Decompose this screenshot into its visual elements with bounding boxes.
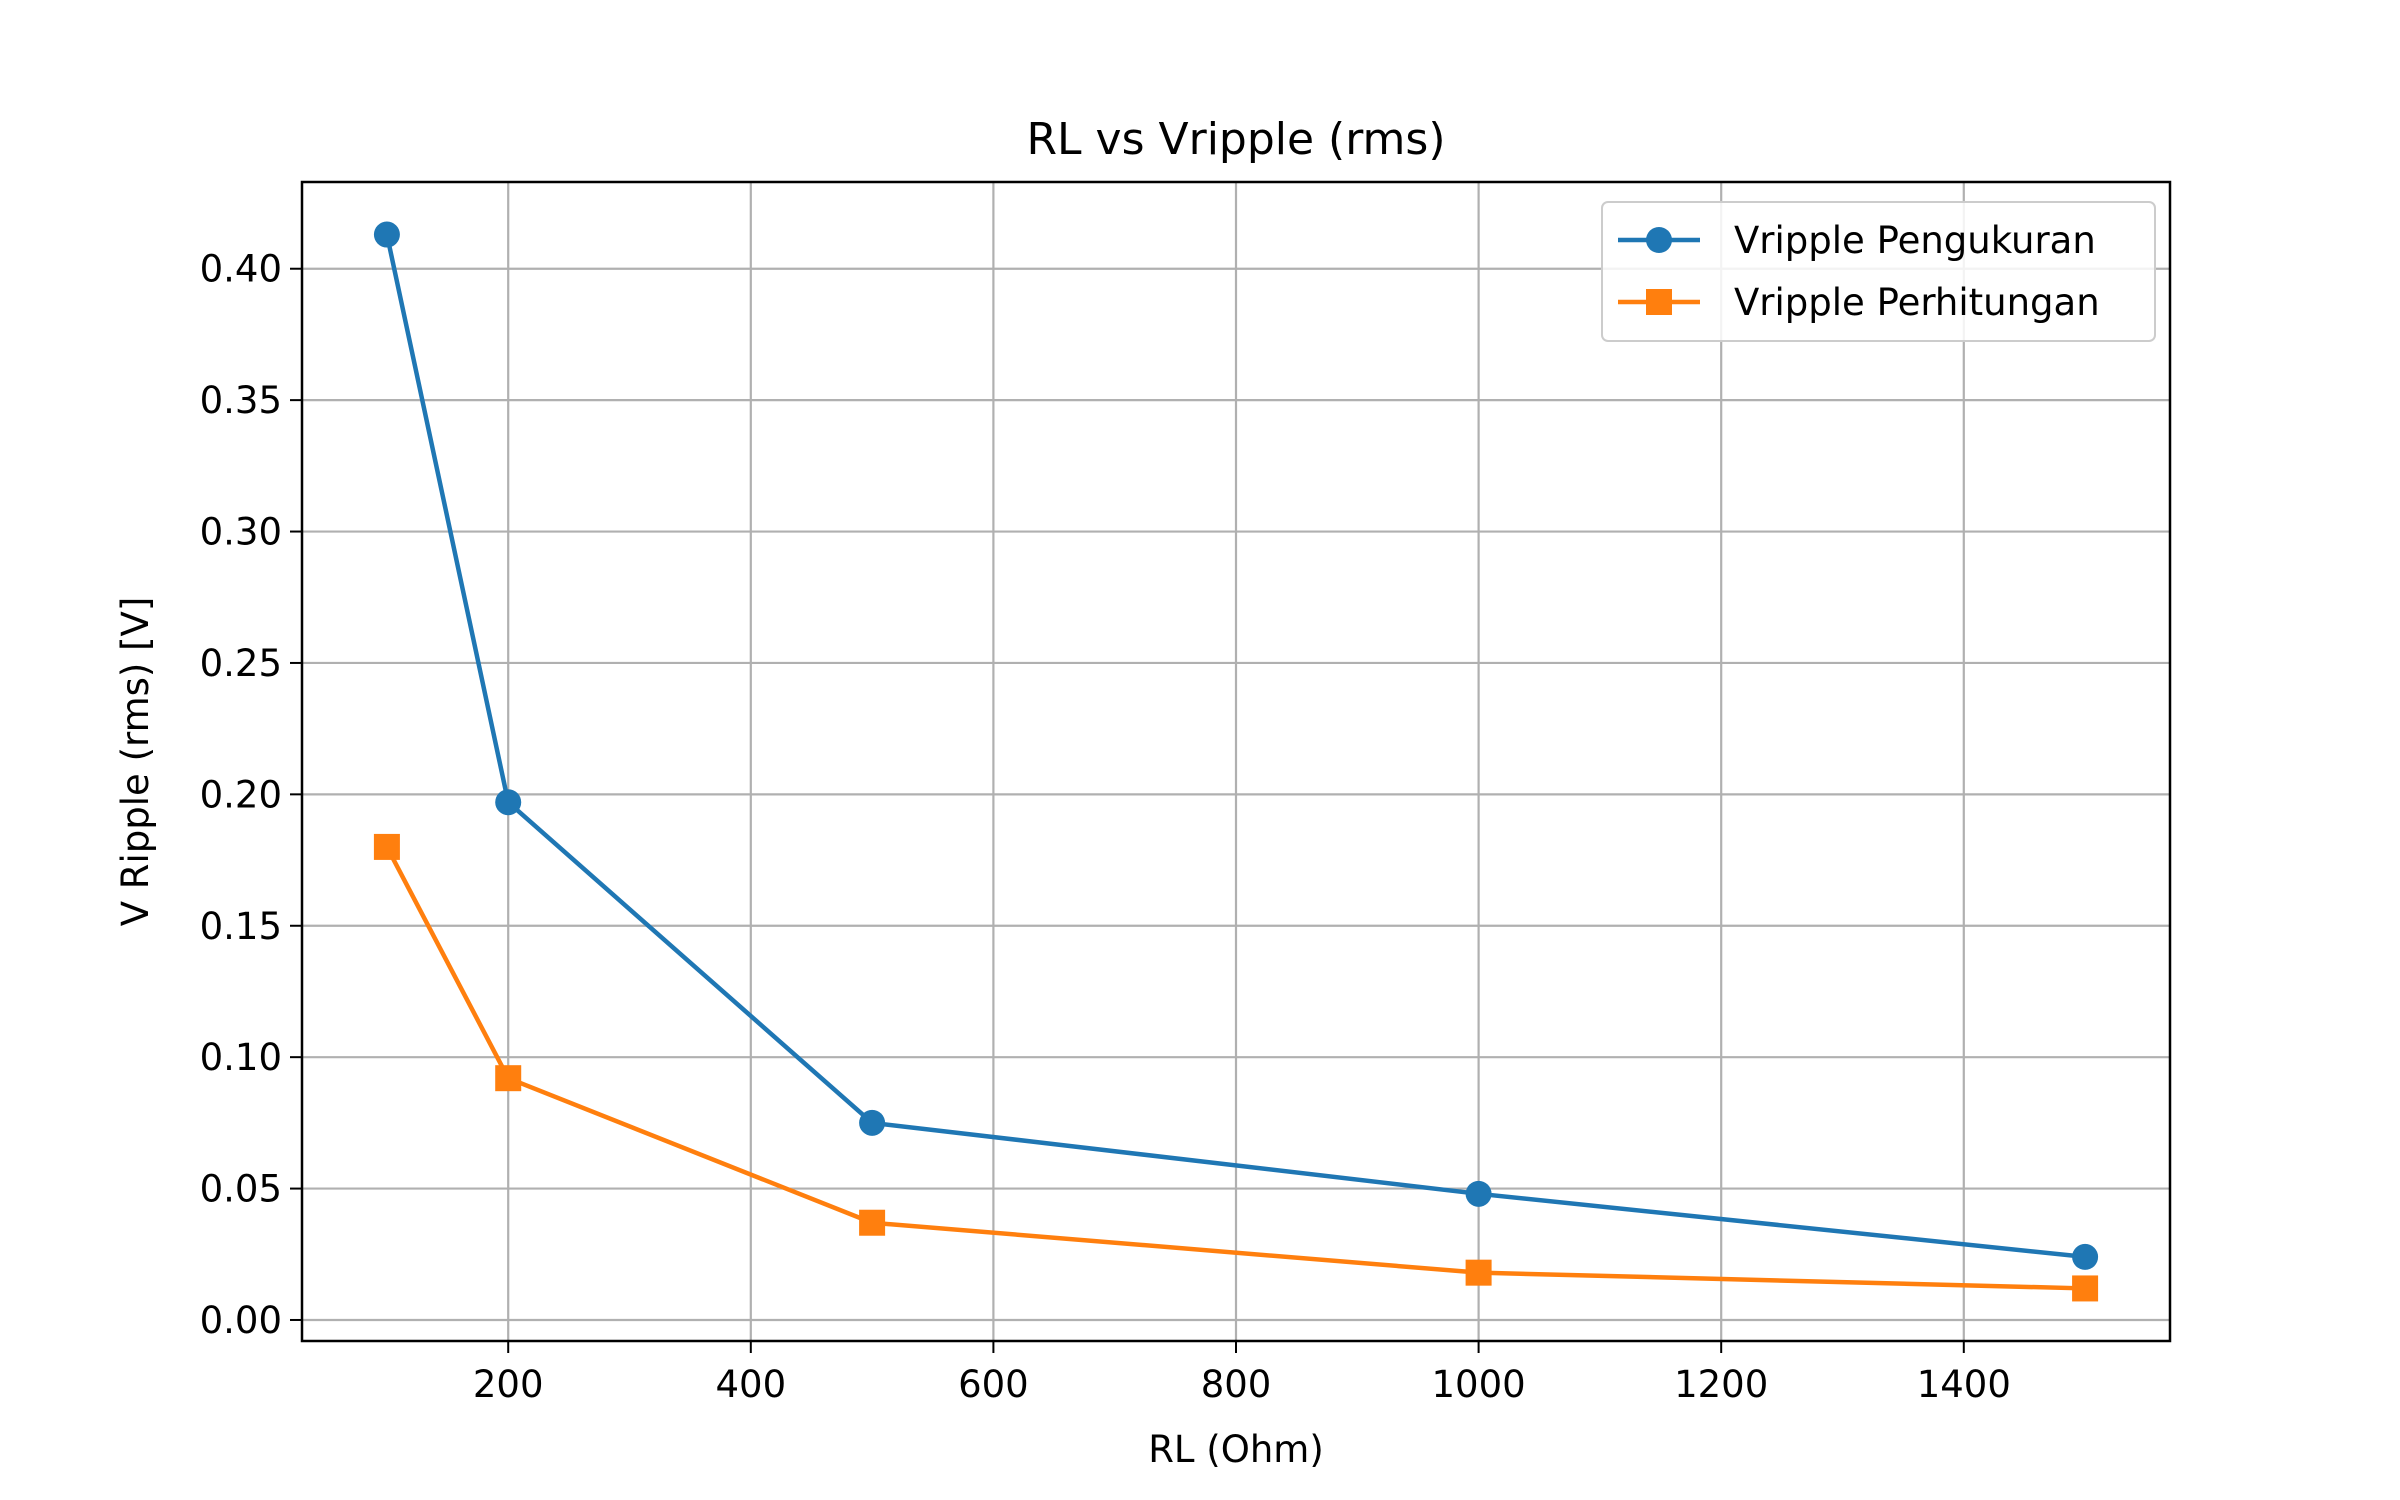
y-tick-label: 0.15 xyxy=(200,905,282,948)
legend-marker xyxy=(1646,227,1672,253)
x-tick-label: 600 xyxy=(958,1363,1029,1406)
data-point xyxy=(859,1210,885,1236)
data-point xyxy=(495,789,521,815)
x-axis-label: RL (Ohm) xyxy=(1148,1428,1324,1471)
data-point xyxy=(2072,1244,2098,1270)
x-tick-label: 200 xyxy=(473,1363,544,1406)
legend-label: Vripple Perhitungan xyxy=(1734,281,2100,324)
data-point xyxy=(859,1110,885,1136)
x-tick-label: 1200 xyxy=(1674,1363,1768,1406)
data-point xyxy=(1466,1260,1492,1286)
data-point xyxy=(1466,1181,1492,1207)
y-tick-label: 0.10 xyxy=(200,1036,282,1079)
y-tick-label: 0.20 xyxy=(200,773,282,816)
y-axis-label: V Ripple (rms) [V] xyxy=(114,597,157,927)
data-point xyxy=(374,222,400,248)
y-tick-label: 0.00 xyxy=(200,1299,282,1342)
legend-marker xyxy=(1646,289,1672,315)
data-point xyxy=(2072,1275,2098,1301)
y-tick-label: 0.30 xyxy=(200,511,282,554)
legend-label: Vripple Pengukuran xyxy=(1734,219,2096,262)
x-tick-label: 400 xyxy=(715,1363,786,1406)
data-point xyxy=(495,1065,521,1091)
x-tick-label: 1400 xyxy=(1917,1363,2011,1406)
y-tick-label: 0.35 xyxy=(200,379,282,422)
y-tick-label: 0.05 xyxy=(200,1168,282,1211)
chart-title: RL vs Vripple (rms) xyxy=(1026,114,1445,165)
legend: Vripple Pengukuran Vripple Perhitungan xyxy=(1602,202,2155,341)
x-tick-label: 800 xyxy=(1201,1363,1272,1406)
y-tick-label: 0.40 xyxy=(200,248,282,291)
data-point xyxy=(374,834,400,860)
x-tick-label: 1000 xyxy=(1432,1363,1526,1406)
y-tick-label: 0.25 xyxy=(200,642,282,685)
